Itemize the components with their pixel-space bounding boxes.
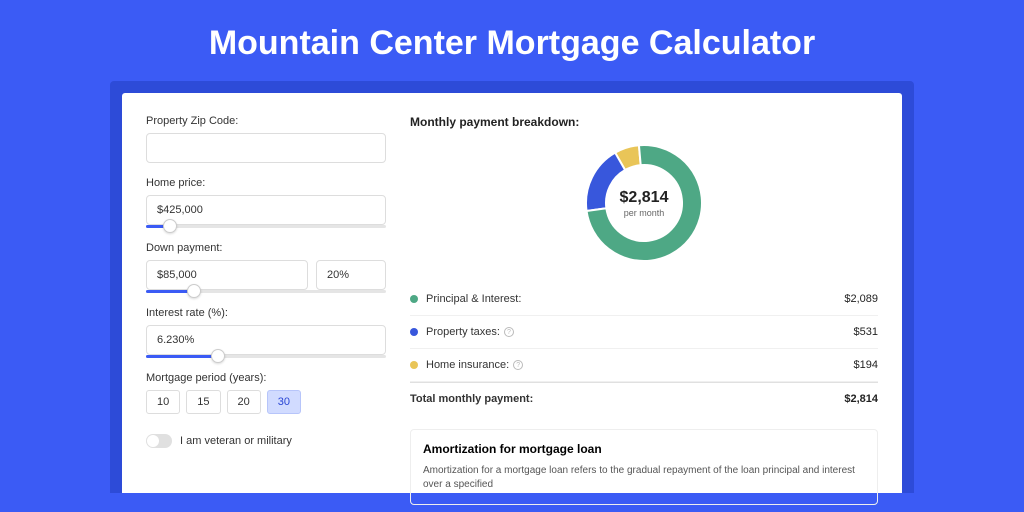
legend-row: Home insurance: ?$194 bbox=[410, 349, 878, 382]
card-shadow: Property Zip Code: Home price: $425,000 … bbox=[110, 81, 914, 493]
calculator-card: Property Zip Code: Home price: $425,000 … bbox=[122, 93, 902, 493]
info-icon[interactable]: ? bbox=[504, 327, 514, 337]
legend-label: Home insurance: ? bbox=[426, 359, 854, 371]
down-payment-amount-input[interactable]: $85,000 bbox=[146, 260, 308, 290]
breakdown-title: Monthly payment breakdown: bbox=[410, 115, 878, 129]
period-btn-15[interactable]: 15 bbox=[186, 390, 220, 414]
home-price-slider[interactable] bbox=[146, 225, 386, 228]
legend-row: Principal & Interest:$2,089 bbox=[410, 283, 878, 316]
inputs-column: Property Zip Code: Home price: $425,000 … bbox=[146, 115, 386, 493]
interest-rate-slider-fill bbox=[146, 355, 218, 358]
amortization-text: Amortization for a mortgage loan refers … bbox=[423, 464, 865, 492]
veteran-toggle[interactable] bbox=[146, 434, 172, 448]
legend-dot bbox=[410, 361, 418, 369]
period-label: Mortgage period (years): bbox=[146, 372, 386, 384]
legend-label: Property taxes: ? bbox=[426, 326, 854, 338]
home-price-label: Home price: bbox=[146, 177, 386, 189]
interest-rate-input[interactable]: 6.230% bbox=[146, 325, 386, 355]
total-row: Total monthly payment: $2,814 bbox=[410, 382, 878, 415]
total-value: $2,814 bbox=[844, 393, 878, 405]
down-payment-slider-thumb[interactable] bbox=[187, 284, 201, 298]
period-btn-20[interactable]: 20 bbox=[227, 390, 261, 414]
veteran-label: I am veteran or military bbox=[180, 435, 292, 447]
down-payment-slider[interactable] bbox=[146, 290, 386, 293]
legend-value: $2,089 bbox=[844, 293, 878, 305]
zip-input[interactable] bbox=[146, 133, 386, 163]
donut-sub: per month bbox=[624, 208, 665, 218]
info-icon[interactable]: ? bbox=[513, 360, 523, 370]
interest-rate-slider[interactable] bbox=[146, 355, 386, 358]
legend-row: Property taxes: ?$531 bbox=[410, 316, 878, 349]
legend-value: $194 bbox=[854, 359, 878, 371]
legend-value: $531 bbox=[854, 326, 878, 338]
home-price-input[interactable]: $425,000 bbox=[146, 195, 386, 225]
legend-label: Principal & Interest: bbox=[426, 293, 844, 305]
period-btn-30[interactable]: 30 bbox=[267, 390, 301, 414]
total-label: Total monthly payment: bbox=[410, 393, 844, 405]
legend-dot bbox=[410, 295, 418, 303]
donut-amount: $2,814 bbox=[620, 189, 669, 207]
down-payment-label: Down payment: bbox=[146, 242, 386, 254]
interest-rate-label: Interest rate (%): bbox=[146, 307, 386, 319]
home-price-slider-thumb[interactable] bbox=[163, 219, 177, 233]
legend-dot bbox=[410, 328, 418, 336]
down-payment-percent-input[interactable]: 20% bbox=[316, 260, 386, 290]
legend: Principal & Interest:$2,089Property taxe… bbox=[410, 283, 878, 382]
breakdown-column: Monthly payment breakdown: $2,814 per mo… bbox=[410, 115, 878, 493]
period-btn-10[interactable]: 10 bbox=[146, 390, 180, 414]
interest-rate-slider-thumb[interactable] bbox=[211, 349, 225, 363]
period-buttons: 1015 2030 bbox=[146, 390, 386, 414]
amortization-title: Amortization for mortgage loan bbox=[423, 442, 865, 456]
page-title: Mountain Center Mortgage Calculator bbox=[0, 0, 1024, 81]
amortization-card: Amortization for mortgage loan Amortizat… bbox=[410, 429, 878, 505]
donut-chart: $2,814 per month bbox=[584, 143, 704, 263]
zip-label: Property Zip Code: bbox=[146, 115, 386, 127]
